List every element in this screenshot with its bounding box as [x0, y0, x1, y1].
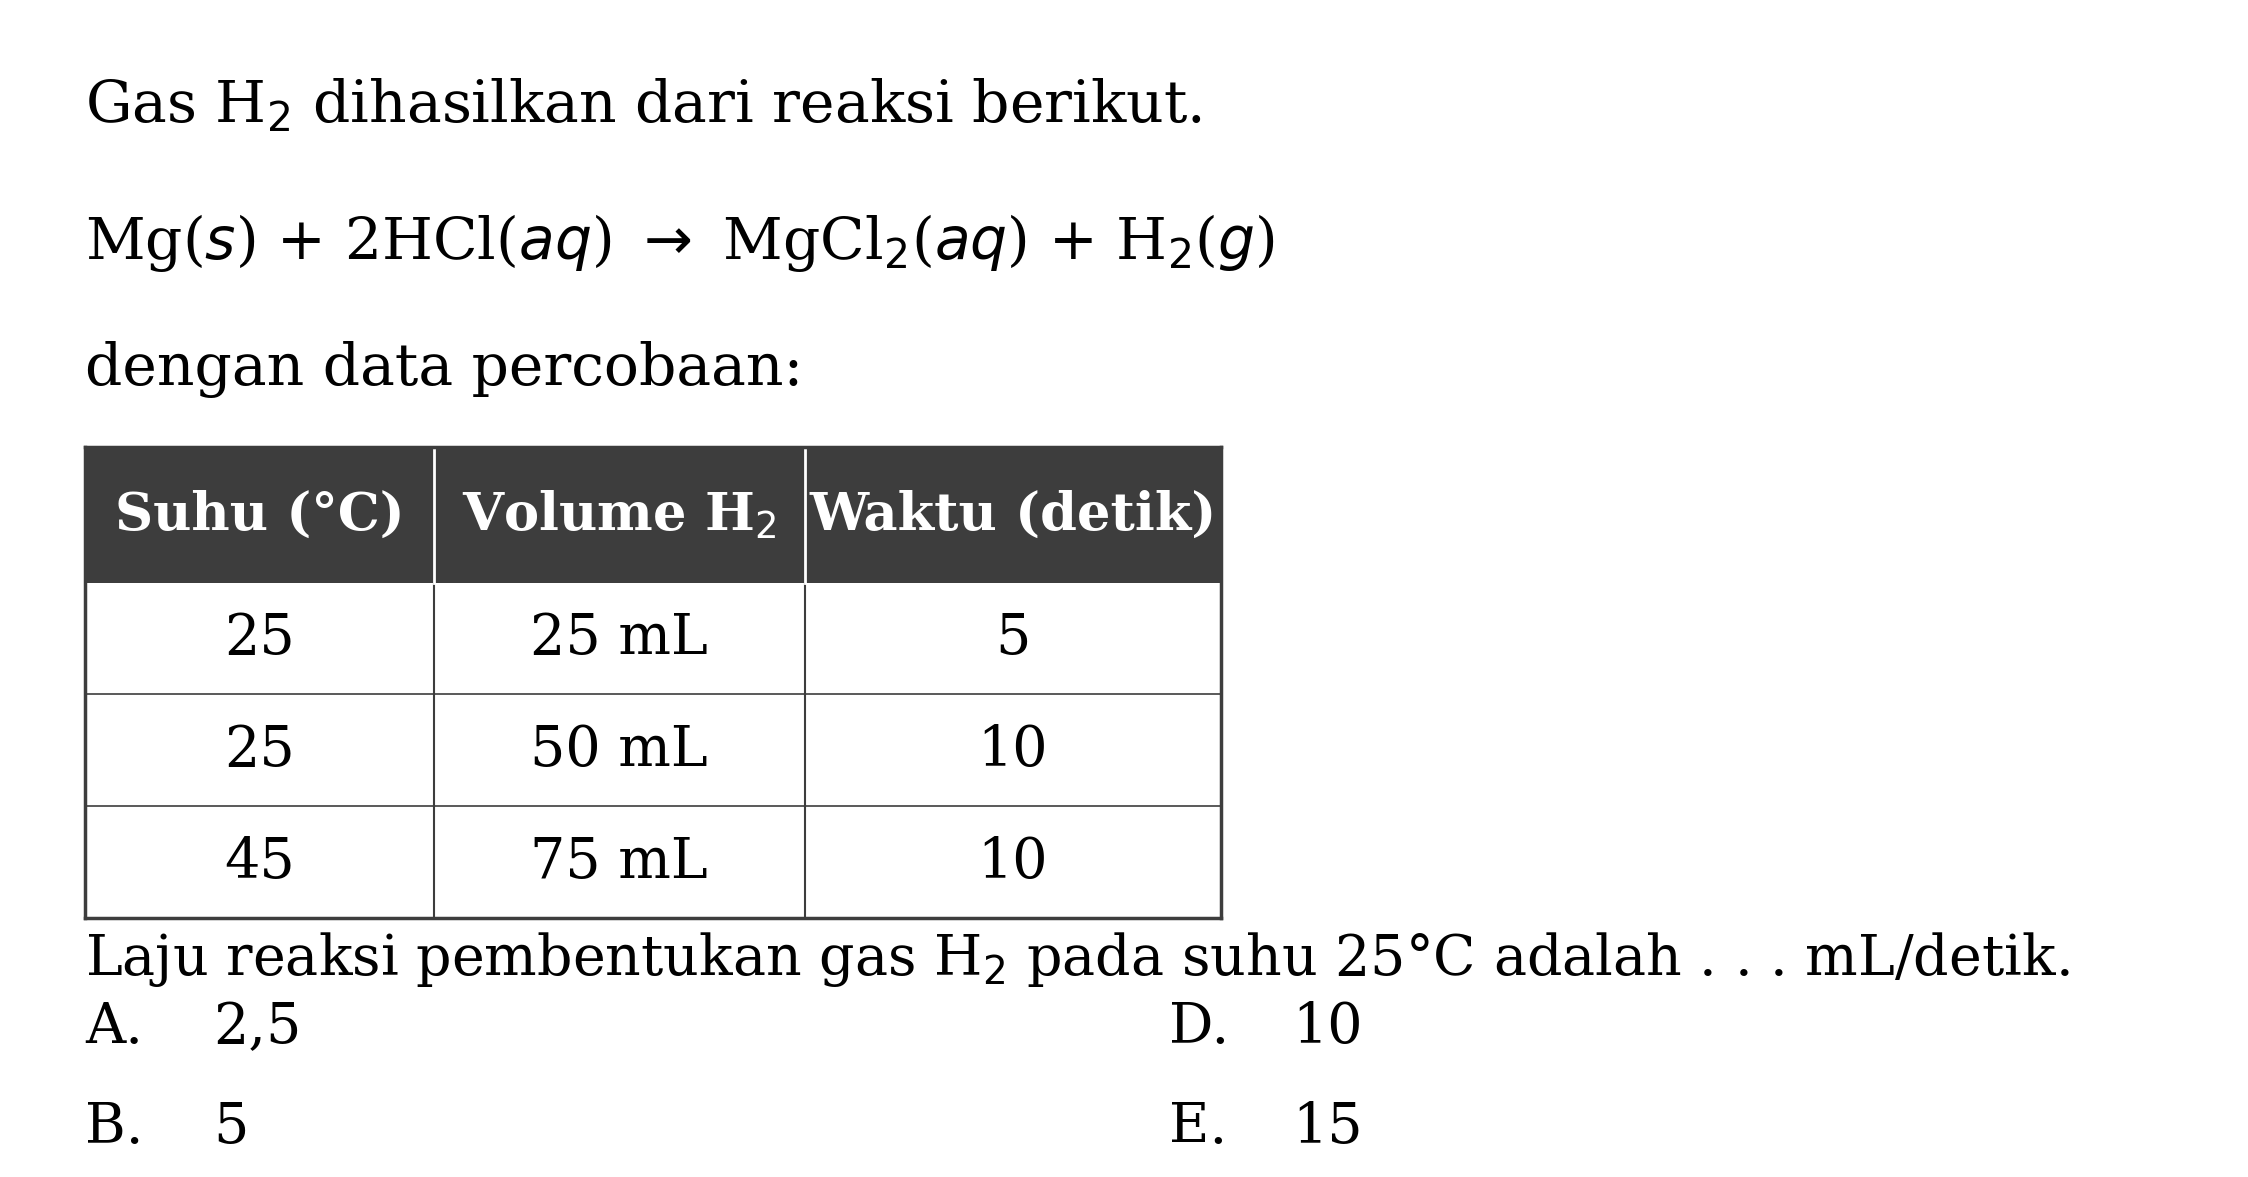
Text: 5: 5 [996, 611, 1030, 666]
Text: 10: 10 [978, 723, 1048, 778]
Text: 25: 25 [225, 611, 294, 666]
Text: 75 mL: 75 mL [531, 834, 708, 890]
Text: Volume H$_2$: Volume H$_2$ [463, 488, 776, 541]
Text: Laju reaksi pembentukan gas H$_2$ pada suhu 25°C adalah . . . mL/detik.: Laju reaksi pembentukan gas H$_2$ pada s… [85, 930, 2070, 989]
Text: 2,5: 2,5 [214, 1000, 301, 1055]
Text: 25: 25 [225, 723, 294, 778]
Bar [85, 694, 1221, 806]
Text: dengan data percobaan:: dengan data percobaan: [85, 341, 805, 398]
Text: 10: 10 [978, 834, 1048, 890]
Text: A.: A. [85, 1000, 144, 1055]
Bar [85, 447, 1221, 583]
Bar [85, 806, 1221, 918]
Text: 45: 45 [225, 834, 294, 890]
Text: 25 mL: 25 mL [531, 611, 708, 666]
Text: B.: B. [85, 1100, 144, 1155]
Text: Suhu (°C): Suhu (°C) [115, 490, 405, 540]
Text: 15: 15 [1293, 1100, 1362, 1155]
Text: D.: D. [1169, 1000, 1230, 1055]
Text: 5: 5 [214, 1100, 250, 1155]
Text: Mg($s$) + 2HCl($aq$) $\rightarrow$ MgCl$_2$($aq$) + H$_2$($g$): Mg($s$) + 2HCl($aq$) $\rightarrow$ MgCl$… [85, 212, 1275, 274]
Text: Gas H$_2$ dihasilkan dari reaksi berikut.: Gas H$_2$ dihasilkan dari reaksi berikut… [85, 77, 1203, 134]
Text: 50 mL: 50 mL [531, 723, 708, 778]
Text: E.: E. [1169, 1100, 1227, 1155]
Text: Waktu (detik): Waktu (detik) [809, 490, 1216, 540]
Bar [85, 583, 1221, 694]
Text: 10: 10 [1293, 1000, 1362, 1055]
